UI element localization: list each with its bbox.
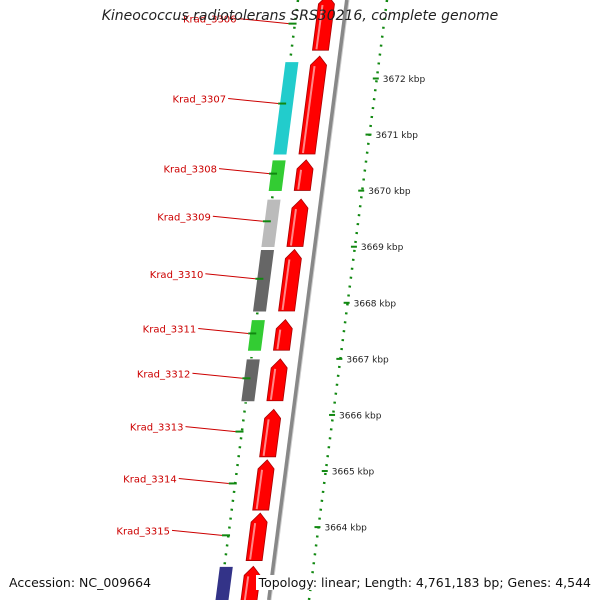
- gene-arrow: [266, 358, 288, 402]
- gene-arrow-shine: [281, 259, 291, 311]
- gene-leader-line: [198, 327, 249, 334]
- gene-arrow-shine: [301, 65, 316, 154]
- gene-arrow: [259, 408, 282, 458]
- feature-box: [267, 159, 287, 192]
- gene-leader-line: [178, 477, 229, 484]
- gene-arrow-shine: [255, 469, 264, 510]
- feature-box: [240, 358, 261, 403]
- accession-text: Accession: NC_009664: [6, 575, 155, 590]
- topology-text: Topology: linear; Length: 4,761,183 bp; …: [255, 575, 594, 590]
- feature-box: [214, 565, 234, 600]
- gene-leader-line: [218, 168, 270, 175]
- gene-track: [240, 0, 335, 600]
- scale-tick-label: 3667 kbp: [346, 355, 389, 365]
- scale-tick-label: 3664 kbp: [324, 524, 367, 534]
- gene-arrow: [278, 248, 302, 312]
- map-title: Kineococcus radiotolerans SRS30216, comp…: [101, 8, 499, 24]
- scale-tick-label: 3666 kbp: [339, 411, 382, 421]
- genome-backbone: [267, 0, 350, 600]
- gene-leader-line: [185, 426, 236, 433]
- gene-arrow: [273, 319, 293, 351]
- gene-arrow: [245, 512, 268, 561]
- gene-label: Krad_3310: [150, 270, 204, 281]
- gene-arrow: [252, 459, 275, 511]
- gene-leader-line: [212, 215, 263, 222]
- gene-label: Krad_3315: [116, 526, 170, 537]
- scale-tick-label: 3669 kbp: [361, 243, 404, 253]
- scale-tick-label: 3671 kbp: [376, 131, 419, 141]
- scale-tick-label: 3672 kbp: [383, 75, 426, 85]
- gene-arrow-shine: [269, 368, 277, 400]
- gene-label: Krad_3311: [143, 324, 197, 335]
- scale-tick-label: 3665 kbp: [332, 468, 375, 478]
- feature-box: [251, 249, 276, 313]
- scale-ticks: 3672 kbp 3671 kbp 3670 kbp 3669 kbp 3668 kbp…: [314, 75, 425, 534]
- gene-leader-line: [171, 529, 223, 536]
- feature-track: [214, 61, 300, 600]
- backbone-line: [267, 0, 349, 600]
- gene-arrow: [298, 55, 327, 155]
- gene-label: Krad_3307: [173, 95, 227, 106]
- gene-leader-line: [205, 273, 256, 280]
- gene-leader-line: [228, 98, 279, 105]
- gene-label: Krad_3308: [163, 165, 217, 176]
- gene-arrow-shine: [289, 208, 297, 246]
- gene-leader-line: [192, 372, 243, 379]
- gene-arrow-shine: [297, 169, 303, 190]
- gene-arrow: [293, 159, 314, 191]
- right-dotted-line: [307, 0, 389, 600]
- scale-tick-label: 3670 kbp: [368, 187, 411, 197]
- gene-label: Krad_3313: [130, 423, 184, 434]
- gene-arrow-shine: [315, 4, 324, 50]
- gene-arrow-shine: [276, 329, 282, 350]
- feature-box: [272, 61, 300, 156]
- feature-box: [246, 319, 267, 352]
- gene-label: Krad_3306: [183, 15, 237, 26]
- gene-arrow-shine: [243, 576, 250, 600]
- backbone-highlight: [270, 0, 350, 600]
- gene-label: Krad_3314: [123, 474, 177, 485]
- gene-arrow-shine: [262, 419, 270, 456]
- feature-box: [260, 198, 282, 249]
- gene-labels: Krad_3306 Krad_3307 Krad_3308 Krad_3309 Krad…: [116, 15, 297, 537]
- gene-label: Krad_3312: [137, 369, 191, 380]
- gene-leader-line: [238, 18, 289, 25]
- scale-tick-label: 3668 kbp: [354, 299, 397, 309]
- gene-arrow-shine: [249, 522, 257, 560]
- gene-arrow: [286, 198, 309, 247]
- gene-label: Krad_3309: [157, 212, 211, 223]
